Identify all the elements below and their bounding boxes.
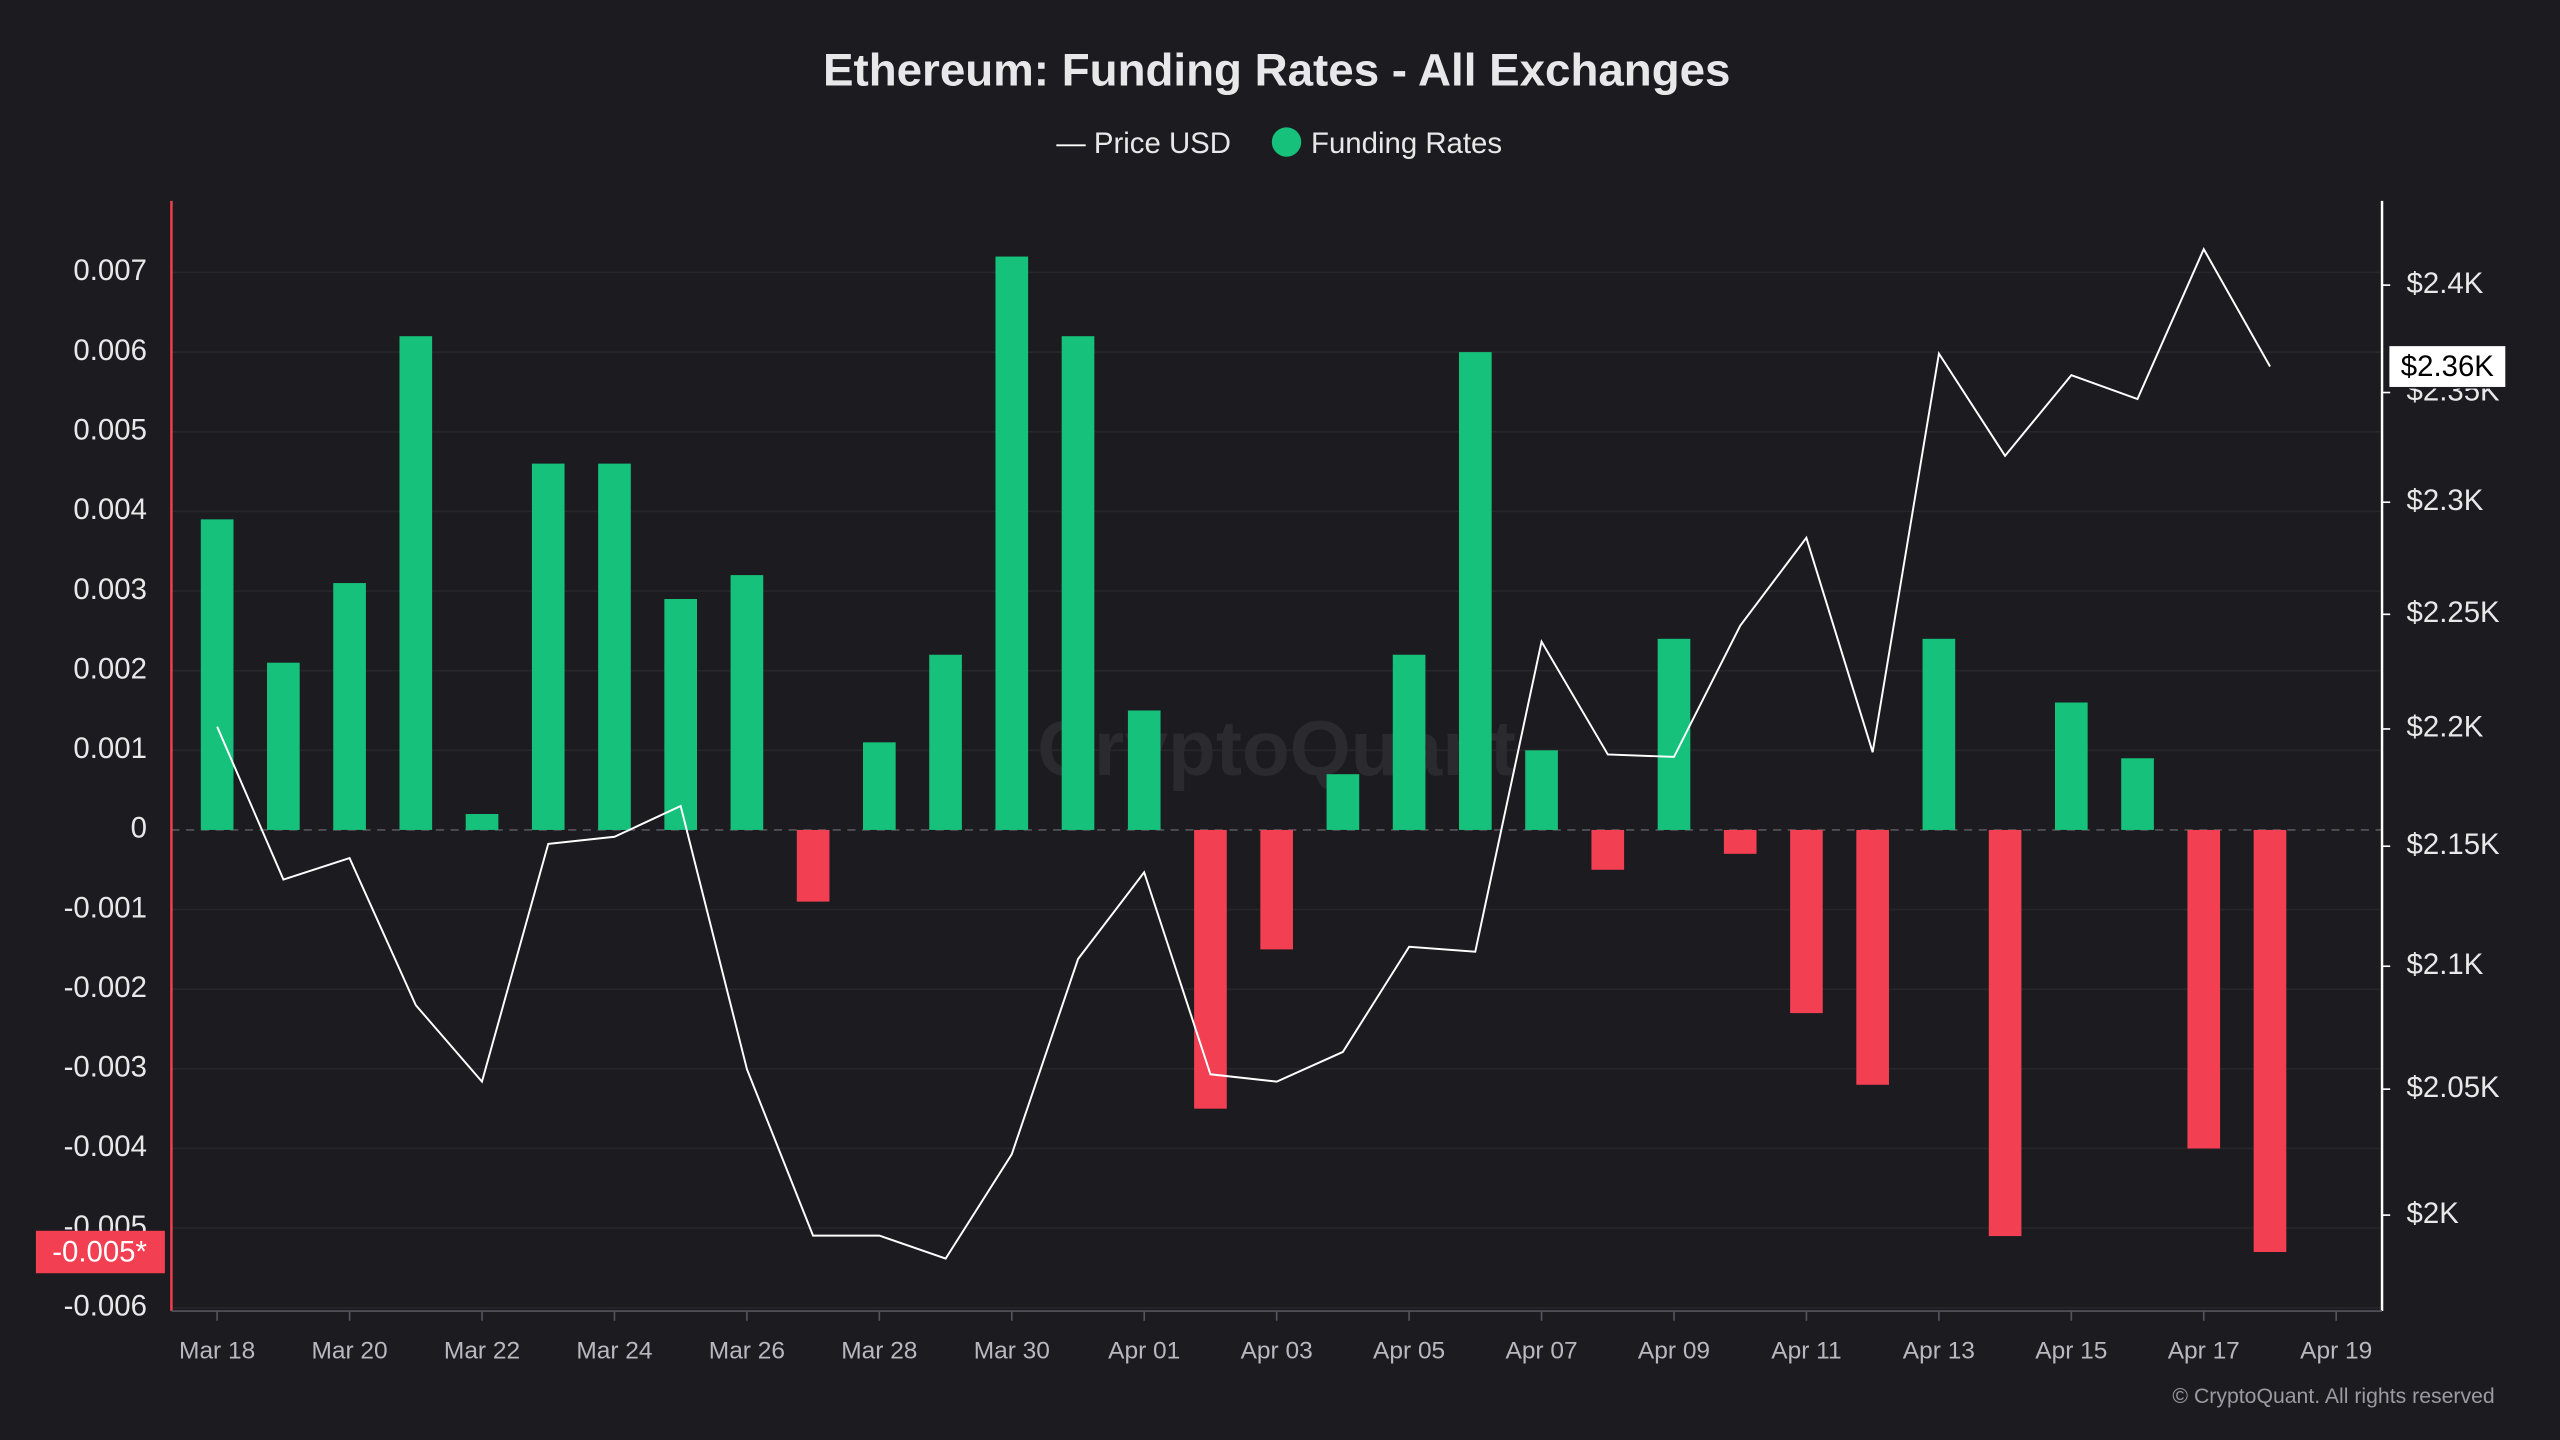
bar xyxy=(1525,750,1558,830)
bar xyxy=(995,256,1029,830)
bar xyxy=(1392,654,1426,830)
x-tick-label: Apr 11 xyxy=(1771,1337,1841,1364)
footer: © CryptoQuant. All rights reserved xyxy=(2172,1385,2494,1408)
bar xyxy=(200,519,234,830)
legend-label: Price USD xyxy=(1094,127,1231,160)
legend-label: Funding Rates xyxy=(1311,127,1502,160)
y-tick-label: 0.002 xyxy=(73,652,147,685)
bar xyxy=(1260,829,1293,950)
bar xyxy=(730,575,764,830)
price-line xyxy=(216,246,2271,1260)
x-tick-label: Apr 09 xyxy=(1638,1337,1710,1364)
bar xyxy=(2121,758,2154,830)
bar xyxy=(863,742,896,830)
x-tick-label: Mar 22 xyxy=(444,1337,520,1364)
y-tick-label: -0.006 xyxy=(64,1290,147,1323)
y2-tick-label: $2.3K xyxy=(2407,484,2484,517)
x-tick-label: Mar 24 xyxy=(576,1337,652,1364)
bar xyxy=(2054,702,2088,830)
y-tick-label: -0.003 xyxy=(64,1051,147,1084)
current-price-tag xyxy=(2387,344,2507,389)
bar xyxy=(333,583,366,830)
bar xyxy=(1988,829,2022,1237)
x-tick-label: Apr 13 xyxy=(1903,1337,1975,1364)
x-tick-label: Apr 19 xyxy=(2300,1337,2372,1364)
y-tick-label: 0.004 xyxy=(73,493,147,526)
y-tick-label: -0.001 xyxy=(64,891,147,924)
x-tick-label: Mar 30 xyxy=(974,1337,1050,1364)
current-value-label: -0.005* xyxy=(52,1235,147,1268)
y2-tick-label: $2.05K xyxy=(2407,1071,2501,1104)
y-tick-label: 0.007 xyxy=(73,254,147,287)
bar xyxy=(1856,829,1889,1085)
x-tick-label: Mar 20 xyxy=(312,1337,388,1364)
bar xyxy=(1127,710,1161,830)
chart-title: Ethereum: Funding Rates - All Exchanges xyxy=(823,45,1730,96)
y-tick-label: 0.003 xyxy=(73,573,147,606)
bar xyxy=(465,814,499,830)
x-tick-label: Mar 28 xyxy=(841,1337,917,1364)
x-tick-label: Apr 15 xyxy=(2035,1337,2107,1364)
bar xyxy=(929,654,962,830)
current-price-label: $2.36K xyxy=(2401,350,2495,383)
bar xyxy=(267,662,300,830)
y2-tick-label: $2.25K xyxy=(2407,596,2501,629)
bar xyxy=(1591,829,1625,870)
bar xyxy=(1459,352,1492,830)
bar xyxy=(1326,774,1360,830)
x-tick-label: Apr 05 xyxy=(1373,1337,1445,1364)
x-tick-label: Mar 26 xyxy=(709,1337,785,1364)
bar xyxy=(1723,829,1757,854)
y2-tick-label: $2.2K xyxy=(2407,711,2484,744)
y2-tick-label: $2K xyxy=(2407,1197,2460,1230)
x-tick-label: Mar 18 xyxy=(179,1337,255,1364)
bar xyxy=(2187,829,2221,1149)
x-tick-label: Apr 01 xyxy=(1108,1337,1180,1364)
bar xyxy=(664,598,698,830)
y2-tick-label: $2.15K xyxy=(2407,828,2501,861)
y-tick-label: 0.005 xyxy=(73,414,147,447)
bar xyxy=(531,463,565,830)
bar xyxy=(2253,829,2287,1253)
y2-tick-label: $2.4K xyxy=(2407,267,2484,300)
bar xyxy=(1194,829,1227,1109)
legend-dot-marker xyxy=(1271,127,1302,157)
y2-tick-label: $2.1K xyxy=(2407,948,2484,981)
y-tick-label: 0.006 xyxy=(73,334,147,367)
bar xyxy=(796,829,830,902)
y-tick-label: 0 xyxy=(131,812,147,845)
y-tick-label: 0.001 xyxy=(73,732,147,765)
current-value-tag xyxy=(35,1230,165,1274)
watermark: CryptoQuant xyxy=(1037,704,1516,792)
x-tick-label: Apr 07 xyxy=(1506,1337,1578,1364)
x-tick-label: Apr 03 xyxy=(1241,1337,1313,1364)
bar xyxy=(1922,638,1956,830)
bar xyxy=(598,463,631,830)
bar xyxy=(1061,336,1095,830)
x-tick-label: Apr 17 xyxy=(2168,1337,2240,1364)
y-tick-label: -0.004 xyxy=(64,1130,147,1163)
y-tick-label: -0.002 xyxy=(64,971,147,1004)
bar xyxy=(399,336,433,830)
bar xyxy=(1790,829,1823,1014)
